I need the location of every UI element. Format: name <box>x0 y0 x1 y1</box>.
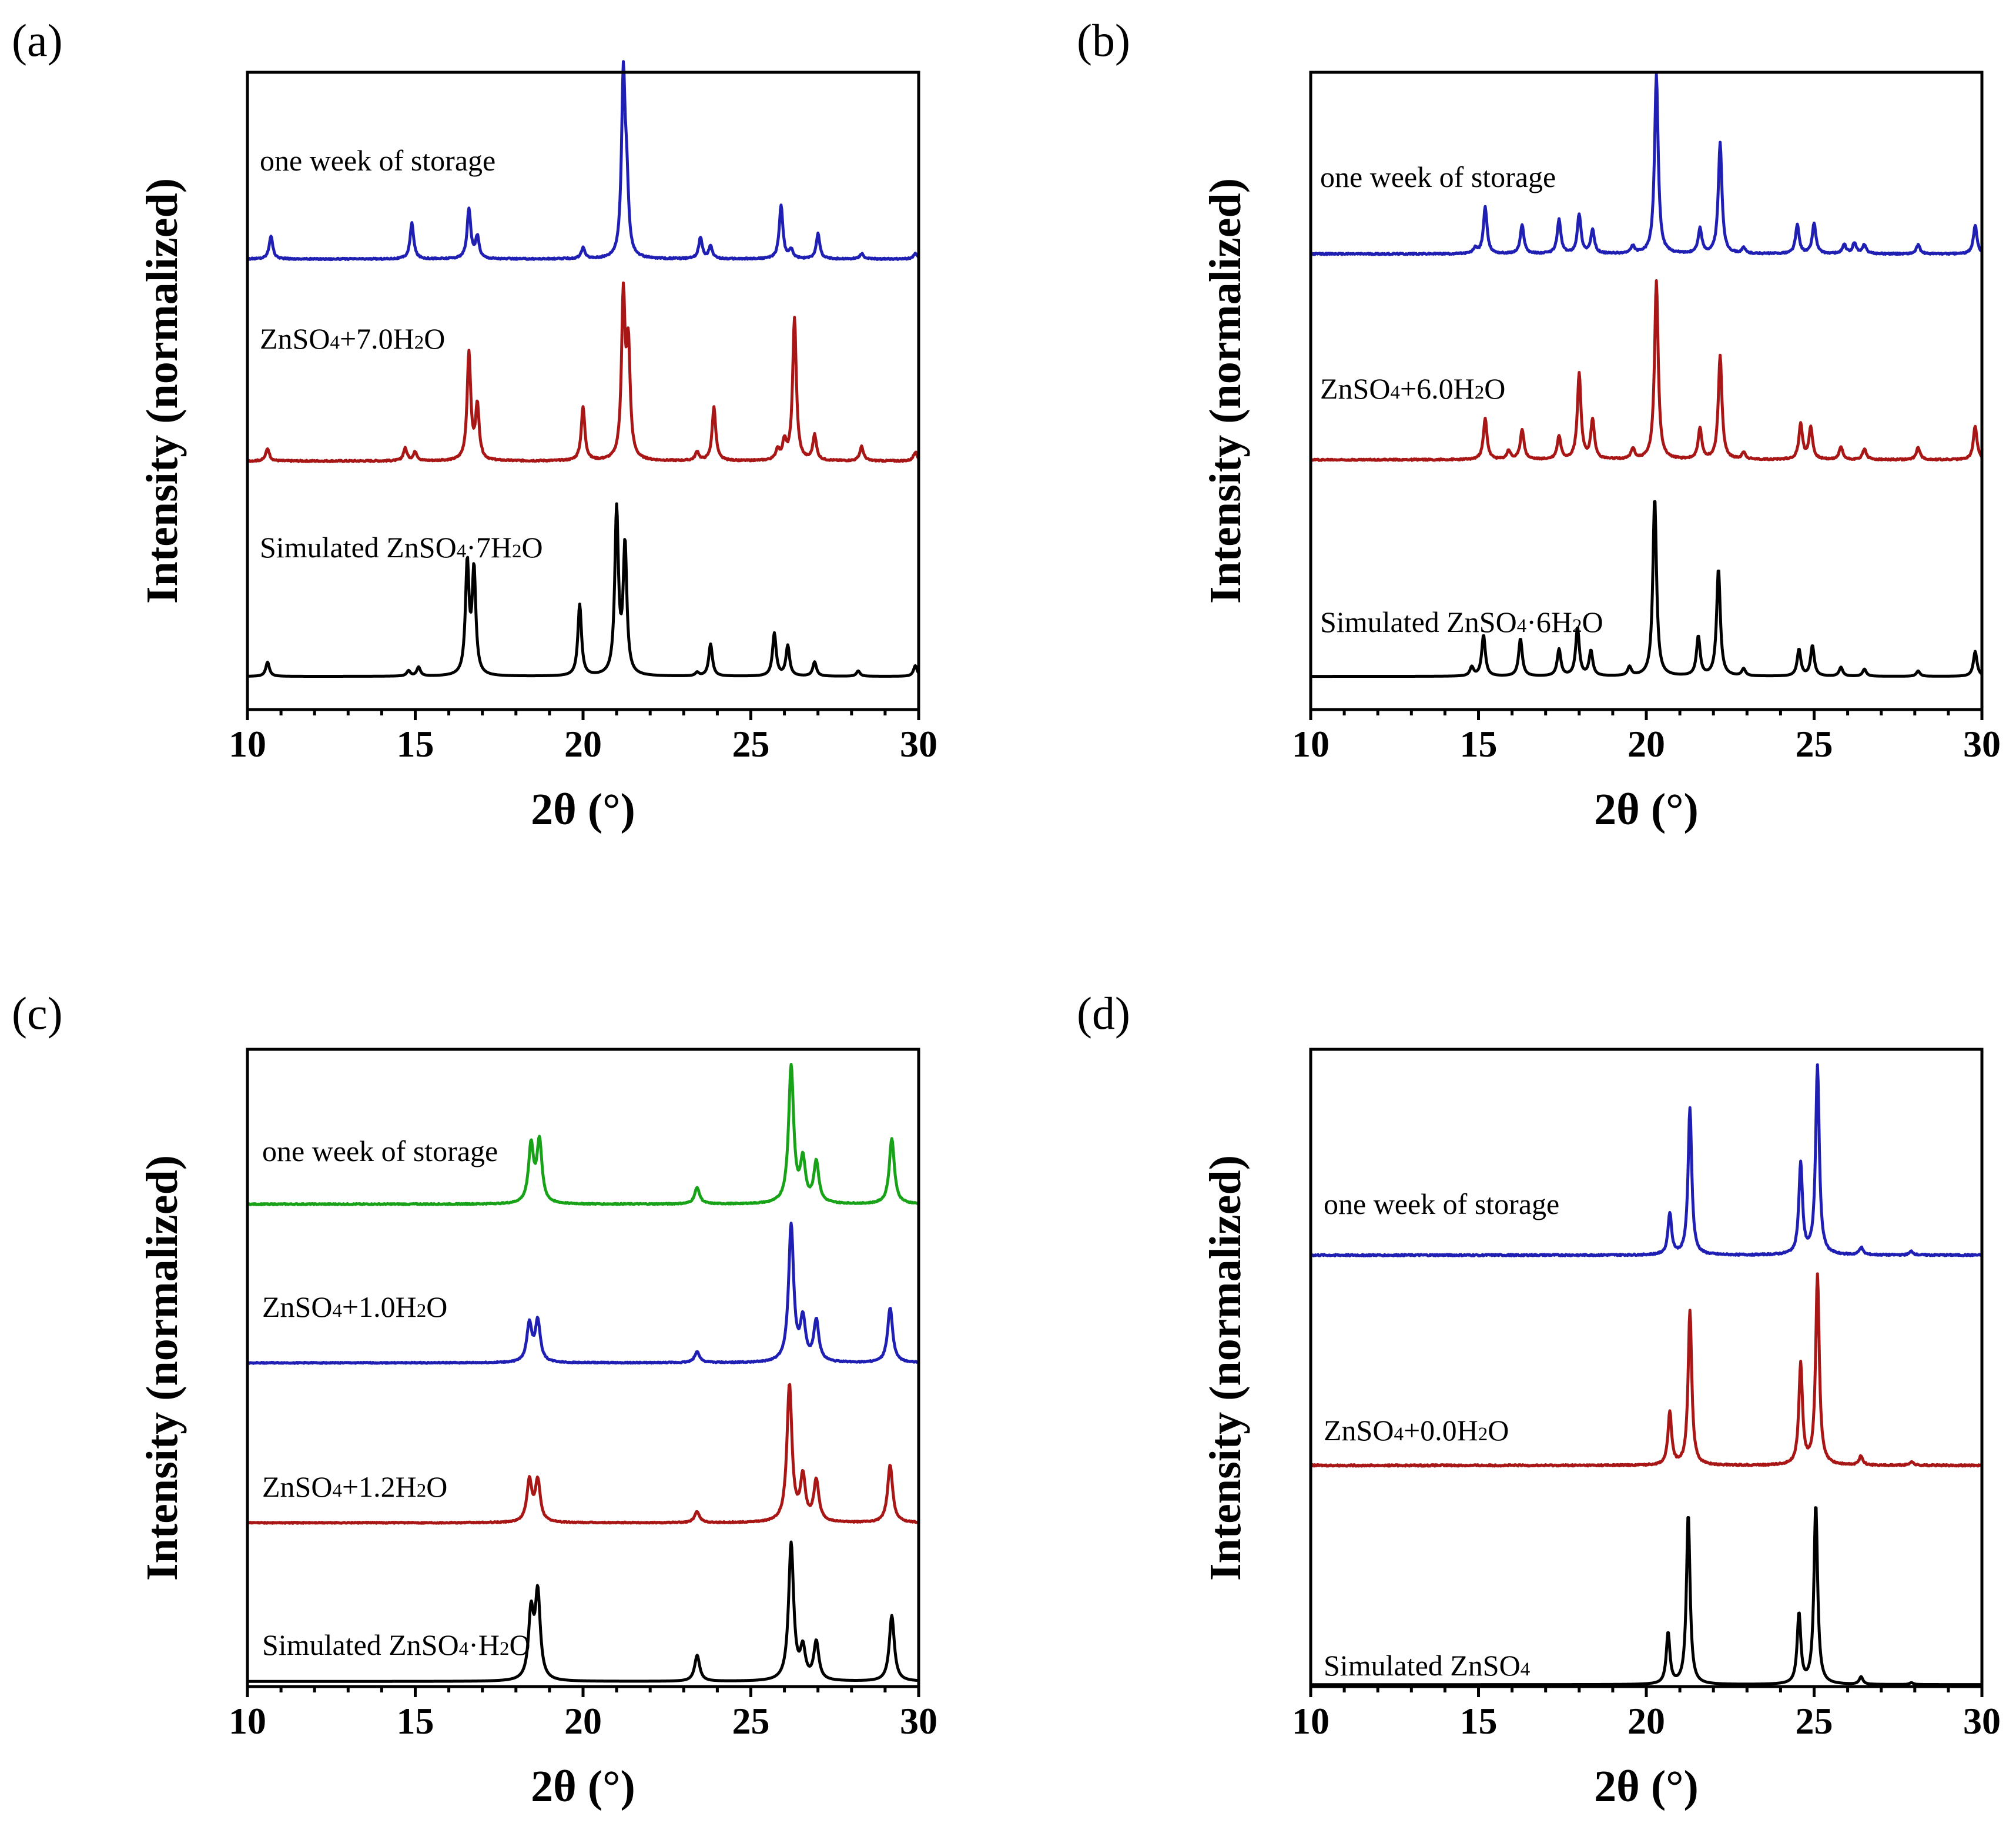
series-label: ZnSO4+1.2H2O <box>262 1470 447 1503</box>
x-tick-label: 30 <box>900 723 937 765</box>
series-line-3 <box>246 1540 920 1683</box>
panel-d: (d) one week of storage ZnSO4+0.0H2O Simula… <box>1077 988 2001 1811</box>
y-axis-title: Intensity (normalized) <box>1201 178 1250 604</box>
x-tick-label: 20 <box>564 1700 602 1742</box>
series-line-1 <box>1310 1272 1984 1468</box>
x-tick-label: 20 <box>1627 723 1665 765</box>
series-label: one week of storage <box>1324 1187 1559 1220</box>
x-tick-label: 25 <box>732 723 770 765</box>
x-tick-label: 15 <box>1460 723 1498 765</box>
series-label: one week of storage <box>1320 160 1556 193</box>
x-axis-title: 2θ (°) <box>1594 785 1699 834</box>
x-tick-label: 15 <box>397 1700 434 1742</box>
y-axis-title: Intensity (normalized) <box>138 178 187 604</box>
series-line-1 <box>1310 279 1983 462</box>
series-label: Simulated ZnSO4·7H2O <box>260 531 543 564</box>
panel-a: (a) one week of storage ZnSO4+7.0H2O Simula… <box>12 15 937 834</box>
series-line-2 <box>1310 1506 1983 1687</box>
panel-b: (b) one week of storage ZnSO4+6.0H2O Simula… <box>1077 15 2001 834</box>
series-line-0 <box>1310 1063 1984 1257</box>
x-tick-label: 25 <box>1796 723 1833 765</box>
x-tick-label: 20 <box>1627 1700 1665 1742</box>
series-line-0 <box>246 60 920 262</box>
plot-frame <box>1309 1048 1984 1688</box>
x-axis-title: 2θ (°) <box>531 785 635 834</box>
panel-letter: (d) <box>1077 988 1130 1039</box>
x-tick-label: 10 <box>229 1700 266 1742</box>
x-tick-label: 30 <box>1963 1700 2001 1742</box>
x-axis-title: 2θ (°) <box>1594 1762 1699 1811</box>
panel-letter: (b) <box>1077 15 1130 66</box>
series-label: ZnSO4+0.0H2O <box>1324 1414 1509 1447</box>
series-line-2 <box>246 1383 920 1525</box>
x-tick-label: 30 <box>1963 723 2001 765</box>
panel-letter: (a) <box>12 15 63 66</box>
x-tick-label: 10 <box>229 723 266 765</box>
panel-c: (c) one week of storage ZnSO4+1.0H2O ZnSO4+… <box>12 988 937 1811</box>
series-label: Simulated ZnSO4 <box>1324 1649 1530 1682</box>
series-label: one week of storage <box>260 144 495 177</box>
series-line-2 <box>1310 500 1983 678</box>
y-axis-title: Intensity (normalized) <box>1201 1155 1250 1581</box>
x-tick-label: 25 <box>732 1700 770 1742</box>
x-tick-label: 10 <box>1292 723 1330 765</box>
series-line-2 <box>246 502 920 678</box>
x-tick-label: 15 <box>1460 1700 1498 1742</box>
x-tick-label: 25 <box>1796 1700 1833 1742</box>
series-label: ZnSO4+7.0H2O <box>260 322 445 355</box>
y-axis-title: Intensity (normalized) <box>138 1155 187 1581</box>
x-tick-label: 10 <box>1292 1700 1330 1742</box>
series-line-0 <box>246 1063 920 1206</box>
series-line-1 <box>246 281 920 463</box>
series-line-0 <box>1310 73 1984 256</box>
x-tick-label: 15 <box>397 723 434 765</box>
x-axis-title: 2θ (°) <box>531 1762 635 1811</box>
x-tick-label: 30 <box>900 1700 937 1742</box>
series-label: ZnSO4+6.0H2O <box>1320 372 1505 405</box>
series-line-1 <box>246 1222 920 1365</box>
panel-letter: (c) <box>12 988 63 1039</box>
series-label: Simulated ZnSO4·6H2O <box>1320 605 1603 638</box>
series-label: ZnSO4+1.0H2O <box>262 1290 447 1323</box>
x-tick-label: 20 <box>564 723 602 765</box>
series-label: one week of storage <box>262 1135 498 1167</box>
series-label: Simulated ZnSO4·H2O <box>262 1628 531 1661</box>
